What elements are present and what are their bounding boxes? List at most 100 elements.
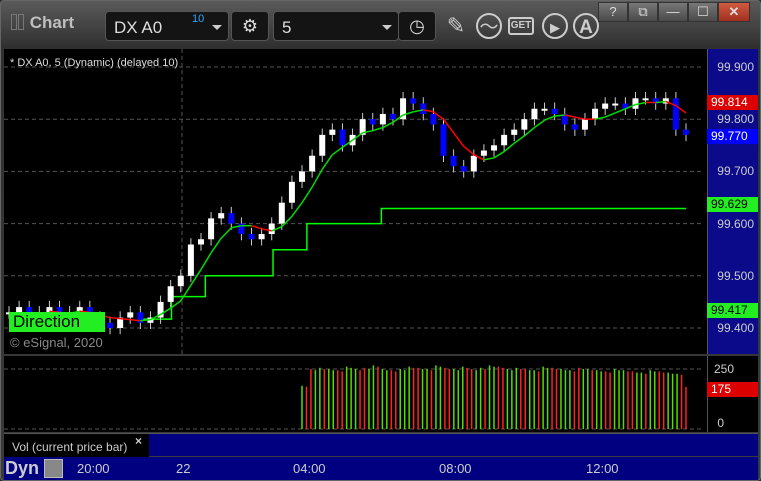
close-icon[interactable]: × [135,434,143,448]
alert-icon[interactable]: A [573,13,599,39]
moving-average-segment [301,186,313,204]
play-icon[interactable]: ▶ [542,13,568,39]
study-icon[interactable]: 〜 [476,13,502,39]
price-plot[interactable] [4,49,758,354]
moving-average-segment [665,100,677,107]
ma-price-tag: 99.814 [707,95,758,110]
candle [480,150,487,156]
price-tick: 99.600 [717,216,754,231]
moving-average-segment [150,313,161,321]
watermark: © eSignal, 2020 [10,335,103,350]
candle [389,113,396,120]
minimize-button[interactable]: — [658,2,688,22]
step-low-tag: 99.417 [707,303,758,318]
candle [177,275,184,287]
candle [16,307,23,313]
lock-icon[interactable] [44,459,63,478]
grip-icon [11,14,17,30]
candle [571,124,578,130]
dyn-mode[interactable]: Dyn [5,458,40,478]
help-button[interactable]: ? [598,2,628,22]
clock-icon[interactable]: ◷ [398,11,436,41]
candle [521,119,528,130]
candle [76,307,83,313]
candle [359,119,366,135]
chart-legend: * DX A0, 5 (Dynamic) (delayed 10) [10,57,179,69]
candle [268,223,275,235]
direction-label: Direction [9,312,105,332]
moving-average-segment [362,129,373,134]
volume-plot [4,365,704,430]
candle [672,98,679,130]
candle [440,124,447,156]
moving-average-segment [432,111,444,120]
window-title[interactable]: Chart [11,13,74,33]
get-icon[interactable]: GET [508,17,534,35]
moving-average-segment [392,114,404,123]
symbol-input[interactable]: DX A0 10 [105,11,229,41]
moving-average-segment [402,111,414,116]
candle [400,98,407,120]
time-tick: 08:00 [439,461,472,476]
candle [642,98,649,101]
moving-average-segment [463,145,475,156]
candle [117,317,124,328]
step-line [137,207,686,320]
moving-average-segment [352,132,364,141]
moving-average-segment [523,126,535,137]
candle [501,134,508,146]
maximize-button[interactable]: ☐ [688,2,718,22]
moving-average-segment [513,135,525,144]
pencil-icon[interactable]: ✎ [446,13,466,38]
volume-pane-label: Vol (current price bar) × [4,434,149,457]
moving-average-segment [190,269,202,286]
moving-average-segment [311,168,323,188]
moving-average-segment [281,215,293,228]
moving-average-segment [533,119,545,129]
moving-average-segment [493,150,505,159]
candle [218,213,225,219]
candle [107,322,114,328]
candle [420,103,427,114]
candle [632,98,639,109]
candle [208,218,215,240]
moving-average-segment [413,109,424,113]
candle [581,119,588,130]
candle [258,234,265,240]
candle [278,202,285,224]
candle [460,166,467,172]
candle [592,108,599,120]
moving-average-segment [604,112,616,118]
moving-average-segment [200,252,212,270]
candle [561,113,568,125]
symbol-badge: 10 [192,13,205,25]
candle [379,113,386,125]
chevron-down-icon[interactable] [212,25,222,30]
interval-value: 5 [282,18,292,37]
candle [46,307,53,313]
volume-pane-bar: Vol (current price bar) × [4,433,758,457]
candle [470,155,477,172]
chevron-down-icon[interactable] [382,25,392,30]
settings-icon[interactable]: ⚙ [231,11,269,41]
moving-average-segment [180,284,192,302]
step-high-tag: 99.629 [707,197,758,212]
moving-average-segment [503,142,515,153]
candle [511,129,518,135]
volume-chart[interactable]: 250 0 175 [4,356,758,432]
candle [622,103,629,109]
candle [197,239,204,245]
candle [309,155,316,172]
close-button[interactable]: ✕ [718,2,750,22]
interval-input[interactable]: 5 [273,11,399,41]
time-axis[interactable]: Dyn 20:00 22 04:00 08:00 12:00 [4,457,758,480]
restore-button[interactable]: ⧉ [628,2,658,22]
price-chart[interactable]: * DX A0, 5 (Dynamic) (delayed 10) Direct… [4,49,758,354]
candle [491,145,498,151]
moving-average-segment [271,226,283,232]
time-tick: 20:00 [77,461,110,476]
moving-average-segment [130,318,141,322]
candle [127,312,134,318]
candle [541,108,548,111]
moving-average-segment [554,114,565,117]
